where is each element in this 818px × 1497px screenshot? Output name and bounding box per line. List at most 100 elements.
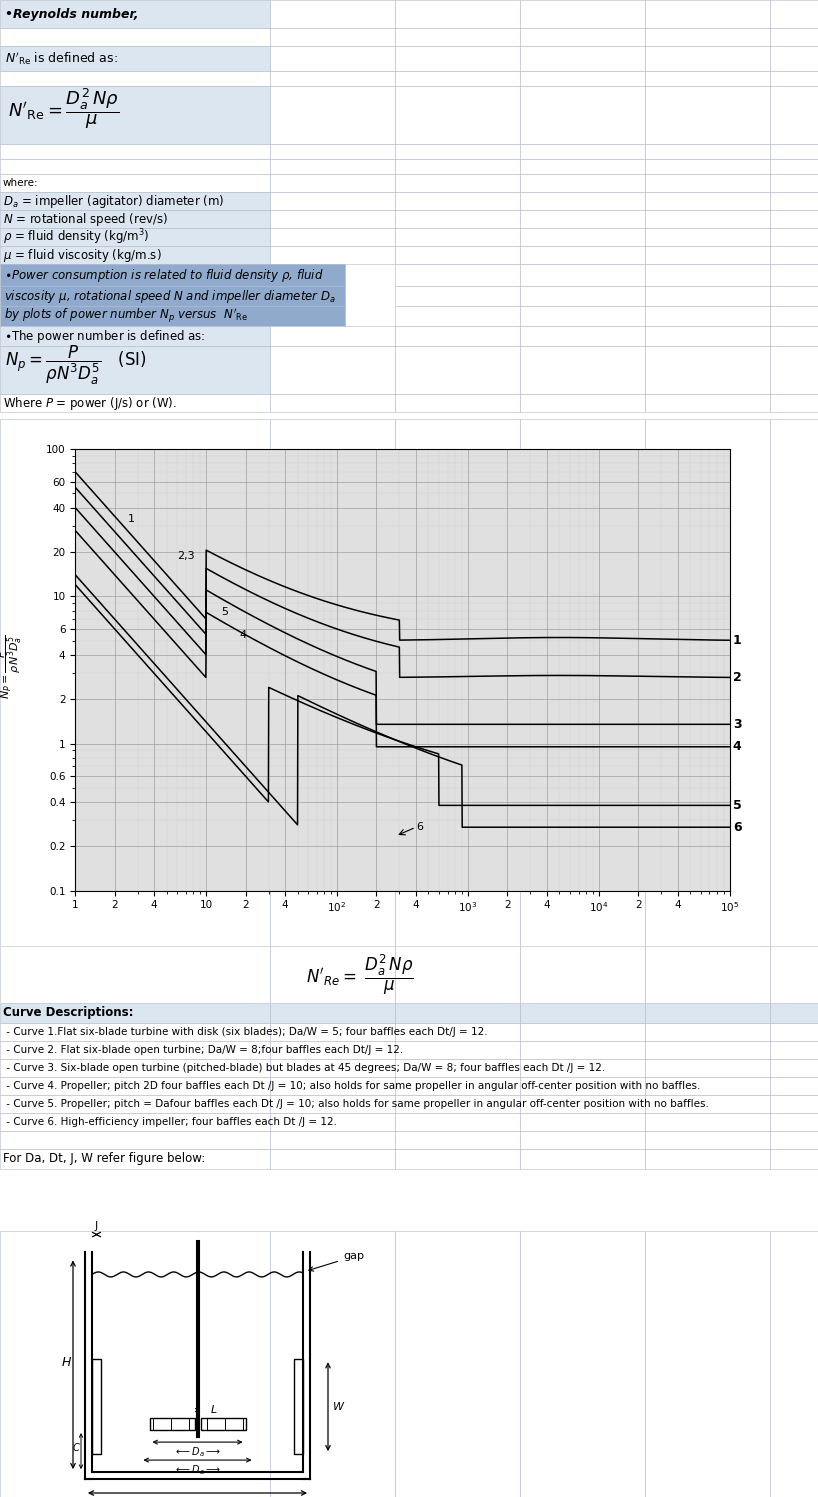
Bar xyxy=(520,70,645,85)
Text: W: W xyxy=(333,1401,344,1412)
Bar xyxy=(770,70,818,85)
Text: J: J xyxy=(95,1220,98,1231)
Text: - Curve 4. Propeller; pitch 2D four baffles each Dt /J = 10; also holds for same: - Curve 4. Propeller; pitch 2D four baff… xyxy=(3,1081,700,1091)
Bar xyxy=(270,174,395,192)
Bar xyxy=(645,394,770,412)
Bar xyxy=(395,1094,520,1112)
Bar xyxy=(520,0,645,28)
Bar xyxy=(645,159,770,174)
Bar xyxy=(770,192,818,210)
Bar xyxy=(770,28,818,46)
Bar xyxy=(0,1076,270,1094)
Bar xyxy=(0,70,270,85)
Text: $\mu$ = fluid viscosity (kg/m.s): $\mu$ = fluid viscosity (kg/m.s) xyxy=(3,247,162,263)
Bar xyxy=(645,1148,770,1169)
Text: $\bullet$Power consumption is related to fluid density $\rho$, fluid: $\bullet$Power consumption is related to… xyxy=(4,266,324,283)
Text: $\longleftarrow D_a \longrightarrow$: $\longleftarrow D_a \longrightarrow$ xyxy=(174,1463,221,1478)
Bar xyxy=(520,228,645,246)
Bar xyxy=(0,0,270,28)
Bar xyxy=(520,85,645,144)
Bar xyxy=(520,1058,645,1076)
Bar xyxy=(270,1148,395,1169)
Text: where:: where: xyxy=(3,178,38,189)
Bar xyxy=(270,1130,395,1148)
Bar xyxy=(395,246,520,263)
Bar xyxy=(770,85,818,144)
Bar xyxy=(395,228,520,246)
Text: $\longleftarrow D_a \longrightarrow$: $\longleftarrow D_a \longrightarrow$ xyxy=(174,1445,221,1460)
Bar xyxy=(770,0,818,28)
Text: 4: 4 xyxy=(240,630,247,641)
Bar xyxy=(770,1112,818,1130)
Bar xyxy=(270,28,395,46)
Bar xyxy=(645,28,770,46)
Bar xyxy=(395,85,520,144)
Bar xyxy=(270,346,395,394)
Text: For Da, Dt, J, W refer figure below:: For Da, Dt, J, W refer figure below: xyxy=(3,1153,205,1165)
Bar xyxy=(770,1022,818,1040)
Bar xyxy=(270,394,395,412)
Bar xyxy=(520,46,645,70)
Bar xyxy=(0,228,270,246)
Bar xyxy=(0,305,345,326)
Text: H: H xyxy=(61,1356,71,1368)
Bar xyxy=(0,1094,270,1112)
Text: - Curve 6. High-efficiency impeller; four baffles each Dt /J = 12.: - Curve 6. High-efficiency impeller; fou… xyxy=(3,1117,337,1127)
Bar xyxy=(645,210,770,228)
Bar xyxy=(395,286,520,305)
Bar xyxy=(395,70,520,85)
Bar xyxy=(770,946,818,1003)
Bar xyxy=(520,394,645,412)
Bar xyxy=(0,1130,270,1148)
Bar xyxy=(395,0,520,28)
Bar xyxy=(645,70,770,85)
Bar xyxy=(294,1359,303,1454)
Text: - Curve 1.Flat six-blade turbine with disk (six blades); Da/W = 5; four baffles : - Curve 1.Flat six-blade turbine with di… xyxy=(3,1027,488,1037)
Bar xyxy=(395,46,520,70)
Bar xyxy=(645,946,770,1003)
Bar xyxy=(770,174,818,192)
Bar xyxy=(0,174,270,192)
Bar xyxy=(770,305,818,326)
Bar xyxy=(770,1040,818,1058)
Text: 6: 6 xyxy=(733,820,742,834)
Bar xyxy=(0,46,270,70)
Bar xyxy=(520,1003,645,1022)
Bar xyxy=(645,286,770,305)
Bar xyxy=(270,228,395,246)
Bar xyxy=(645,263,770,286)
Bar xyxy=(645,192,770,210)
Bar xyxy=(270,0,395,28)
Bar xyxy=(770,346,818,394)
Bar xyxy=(0,192,270,210)
Bar xyxy=(645,1040,770,1058)
Bar xyxy=(770,1094,818,1112)
Text: by plots of power number $N_p$ versus  $N'_{\rm Re}$: by plots of power number $N_p$ versus $N… xyxy=(4,307,248,325)
Bar xyxy=(770,210,818,228)
Text: 2,3: 2,3 xyxy=(178,551,195,561)
Text: 2: 2 xyxy=(733,671,742,684)
Bar xyxy=(270,70,395,85)
Text: 6: 6 xyxy=(416,822,423,832)
Bar xyxy=(520,174,645,192)
Bar xyxy=(645,85,770,144)
Bar xyxy=(0,263,345,286)
Bar xyxy=(645,174,770,192)
Bar xyxy=(0,946,270,1003)
Bar xyxy=(770,1148,818,1169)
Bar xyxy=(520,1040,645,1058)
Bar xyxy=(270,1003,395,1022)
Bar xyxy=(770,246,818,263)
Bar xyxy=(395,210,520,228)
Bar xyxy=(0,28,270,46)
Bar xyxy=(0,1148,270,1169)
Bar xyxy=(645,1112,770,1130)
Text: $N_P = \dfrac{P}{\rho N^3 D_a^5}$: $N_P = \dfrac{P}{\rho N^3 D_a^5}$ xyxy=(0,633,24,699)
Text: $N_p = \dfrac{P}{\rho N^3 D_a^5}$   (SI): $N_p = \dfrac{P}{\rho N^3 D_a^5}$ (SI) xyxy=(5,343,146,386)
Bar xyxy=(770,1076,818,1094)
Text: Where $P$ = power (J/s) or (W).: Where $P$ = power (J/s) or (W). xyxy=(3,395,177,412)
Bar xyxy=(520,286,645,305)
Bar xyxy=(0,210,270,228)
Bar xyxy=(0,1112,270,1130)
Bar xyxy=(770,419,818,946)
